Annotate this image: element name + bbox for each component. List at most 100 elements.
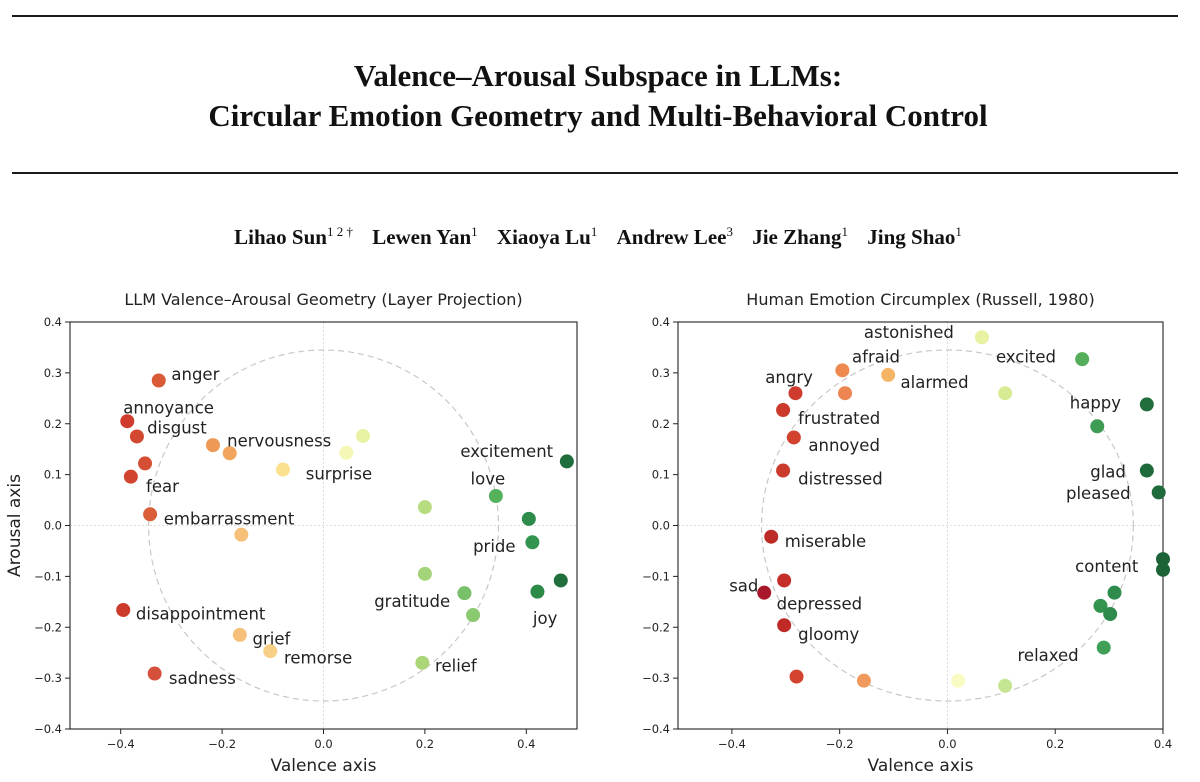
y-tick-label: −0.4 <box>34 722 62 736</box>
emotion-point <box>356 428 371 443</box>
y-tick-label: −0.1 <box>34 569 62 583</box>
emotion-point <box>147 666 162 681</box>
emotion-label: miserable <box>785 532 867 551</box>
emotion-point <box>835 363 850 378</box>
emotion-point <box>881 367 896 382</box>
emotion-label: gloomy <box>798 625 859 644</box>
emotion-point <box>998 386 1013 401</box>
emotion-point <box>457 586 472 601</box>
emotion-label: disgust <box>147 418 207 437</box>
y-tick-label: −0.3 <box>34 671 62 685</box>
emotion-point <box>120 414 135 429</box>
y-tick-label: 0.1 <box>652 468 670 482</box>
emotion-label: gratitude <box>374 592 450 611</box>
emotion-label: content <box>1075 557 1139 576</box>
emotion-point <box>263 644 278 659</box>
emotion-label: embarrassment <box>164 509 295 528</box>
emotion-point <box>974 330 989 345</box>
x-axis-label: Valence axis <box>868 756 974 776</box>
author-affiliation: 1 2 † <box>326 224 353 239</box>
y-tick-label: −0.1 <box>642 569 670 583</box>
emotion-label: alarmed <box>901 373 969 392</box>
emotion-point <box>1107 585 1122 600</box>
emotion-point <box>415 655 430 670</box>
author-affiliation: 1 <box>471 224 478 239</box>
emotion-point <box>234 527 249 542</box>
emotion-label: relief <box>435 656 478 675</box>
x-tick-label: 0.2 <box>416 737 434 751</box>
emotion-point <box>1075 352 1090 367</box>
emotion-point <box>757 585 772 600</box>
emotion-point <box>764 529 779 544</box>
emotion-point <box>232 627 247 642</box>
chart-title: Human Emotion Circumplex (Russell, 1980) <box>746 290 1094 309</box>
emotion-label: annoyed <box>808 436 880 455</box>
emotion-point <box>151 373 166 388</box>
author-affiliation: 3 <box>726 224 733 239</box>
emotion-point <box>776 403 791 418</box>
top-rule <box>12 15 1178 17</box>
emotion-point <box>1096 640 1111 655</box>
emotion-point <box>998 678 1013 693</box>
emotion-point <box>1093 598 1108 613</box>
emotion-point <box>786 430 801 445</box>
bottom-rule <box>12 172 1178 174</box>
x-tick-label: −0.2 <box>208 737 236 751</box>
emotion-label: joy <box>532 609 558 628</box>
emotion-point <box>138 456 153 471</box>
author-name: Jie Zhang <box>752 225 842 249</box>
emotion-point <box>417 566 432 581</box>
x-axis-label: Valence axis <box>271 756 377 776</box>
emotion-point <box>123 469 138 484</box>
emotion-label: happy <box>1070 393 1122 412</box>
emotion-point <box>521 511 536 526</box>
author-name: Andrew Lee <box>616 225 727 249</box>
emotion-label: excitement <box>460 442 553 461</box>
emotion-point <box>466 608 481 623</box>
author-name: Xiaoya Lu <box>496 225 591 249</box>
author: Lewen Yan1 <box>372 224 478 249</box>
author-name: Jing Shao <box>867 225 956 249</box>
emotion-label: annoyance <box>123 398 214 417</box>
emotion-point <box>1139 397 1154 412</box>
x-tick-label: 0.4 <box>517 737 535 751</box>
y-tick-label: −0.2 <box>642 620 670 634</box>
y-tick-label: 0.4 <box>44 315 62 329</box>
emotion-label: fear <box>146 477 179 496</box>
emotion-point <box>488 488 503 503</box>
emotion-label: disappointment <box>136 605 266 624</box>
emotion-point <box>143 507 158 522</box>
reference-circle <box>760 349 1134 702</box>
emotion-point <box>856 673 871 688</box>
x-tick-label: 0.0 <box>314 737 332 751</box>
emotion-label: frustrated <box>798 409 880 428</box>
author-affiliation: 1 <box>590 224 598 239</box>
x-tick-label: −0.2 <box>826 737 854 751</box>
emotion-point <box>559 454 574 469</box>
emotion-point <box>1103 607 1118 622</box>
x-tick-label: −0.4 <box>107 737 135 751</box>
emotion-point <box>1090 419 1105 434</box>
author: Jie Zhang1 <box>752 224 848 249</box>
emotion-point <box>838 386 853 401</box>
emotion-label: nervousness <box>227 432 331 451</box>
y-tick-label: 0.1 <box>44 468 62 482</box>
x-tick-label: 0.0 <box>938 737 956 751</box>
emotion-label: grief <box>253 629 292 648</box>
emotion-point <box>129 429 144 444</box>
emotion-label: astonished <box>864 323 954 342</box>
emotion-point <box>205 438 220 453</box>
emotion-point <box>1156 552 1170 567</box>
y-tick-label: 0.3 <box>44 366 62 380</box>
emotion-label: surprise <box>306 465 372 484</box>
emotion-point <box>116 602 131 617</box>
emotion-point <box>789 669 804 684</box>
emotion-label: anger <box>171 365 219 384</box>
y-tick-label: 0.3 <box>652 366 670 380</box>
emotion-label: sadness <box>169 669 236 688</box>
x-tick-label: −0.4 <box>718 737 746 751</box>
author: Lihao Sun1 2 † <box>234 224 353 249</box>
emotion-point <box>417 500 432 515</box>
y-tick-label: 0.2 <box>652 417 670 431</box>
